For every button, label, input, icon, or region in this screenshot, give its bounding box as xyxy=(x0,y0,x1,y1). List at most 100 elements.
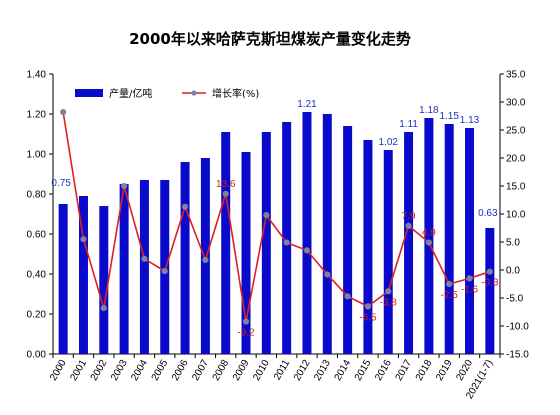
bar xyxy=(139,180,149,354)
growth-line xyxy=(62,111,491,322)
x-tick-label: 2020 xyxy=(454,358,475,383)
x-tick-label: 2000 xyxy=(48,358,69,383)
x-tick-label: 2015 xyxy=(353,358,374,383)
bar xyxy=(99,206,109,354)
x-tick-label: 2005 xyxy=(150,358,171,383)
right-tick-label: 35.0 xyxy=(506,70,526,81)
growth-point xyxy=(121,182,128,190)
growth-point xyxy=(263,212,270,219)
legend-label-production: 产量/亿吨 xyxy=(109,87,152,100)
x-tick-label: 2019 xyxy=(434,358,455,383)
bar xyxy=(282,122,292,354)
growth-point xyxy=(141,255,148,262)
data-labels-group: 0.75 1.21 1.021.111.181.15 1.13 0.63 13.6 -9.2… xyxy=(51,99,498,339)
growth-point xyxy=(80,236,87,243)
bar xyxy=(404,132,414,354)
left-tick-label: 0.80 xyxy=(27,190,47,201)
x-tick-label: 2003 xyxy=(109,358,130,383)
growth-point xyxy=(242,318,250,325)
bar-value-label: 0.75 xyxy=(51,178,71,189)
growth-point xyxy=(425,239,432,246)
bar xyxy=(180,162,190,354)
growth-point xyxy=(344,293,351,300)
growth-point xyxy=(181,203,189,210)
left-tick-label: 0.60 xyxy=(27,230,47,241)
right-tick-label: 0.0 xyxy=(506,266,520,277)
x-tick-label: 2001 xyxy=(68,358,89,383)
growth-value-label: -2.5 xyxy=(441,290,459,301)
right-tick-label: 15.0 xyxy=(506,182,526,193)
growth-point xyxy=(60,108,67,116)
growth-point xyxy=(202,256,209,264)
left-tick-label: 1.20 xyxy=(27,110,47,121)
right-tick-label: -10.0 xyxy=(506,322,529,333)
bar xyxy=(160,180,170,354)
left-tick-label: 1.40 xyxy=(27,70,47,81)
x-tick-label: 2016 xyxy=(373,358,394,383)
bar-value-label: 1.13 xyxy=(460,115,480,126)
growth-point xyxy=(405,222,412,229)
right-tick-label: 10.0 xyxy=(506,210,526,221)
left-tick-label: 0.20 xyxy=(27,310,47,321)
x-tick-label: 2017 xyxy=(394,358,415,383)
bar xyxy=(302,112,312,354)
x-tick-label: 2013 xyxy=(312,358,333,383)
legend-label-growth: 增长率(%) xyxy=(212,87,259,100)
growth-point xyxy=(486,268,493,275)
x-tick-label: 2004 xyxy=(129,358,150,383)
left-tick-label: 1.00 xyxy=(27,150,47,161)
bar-value-label: 1.02 xyxy=(379,137,399,148)
right-tick-label: -15.0 xyxy=(506,350,529,361)
growth-point xyxy=(364,303,372,310)
right-tick-label: 5.0 xyxy=(506,238,520,249)
bar xyxy=(383,150,393,354)
bar xyxy=(221,132,231,354)
x-tick-label: 2012 xyxy=(292,358,313,383)
growth-point xyxy=(161,268,168,275)
chart-title: 2000年以来哈萨克斯坦煤炭产量变化走势 xyxy=(129,30,411,48)
bar xyxy=(363,140,373,354)
bars-group xyxy=(58,112,495,354)
growth-value-label: 7.9 xyxy=(402,211,416,222)
growth-value-label: 13.6 xyxy=(216,179,236,190)
x-tick-label: 2014 xyxy=(333,358,354,383)
growth-point xyxy=(222,190,229,197)
bar xyxy=(261,132,271,354)
growth-point xyxy=(283,239,290,246)
right-tick-label: -5.0 xyxy=(506,294,524,305)
growth-point xyxy=(100,304,107,312)
x-tick-label: 2007 xyxy=(190,358,211,383)
bar xyxy=(200,158,210,354)
growth-line-group xyxy=(60,108,493,325)
x-tick-label: 2002 xyxy=(89,358,110,383)
growth-point xyxy=(385,288,392,295)
bar xyxy=(343,126,353,354)
growth-value-label: -9.2 xyxy=(237,328,255,339)
bar xyxy=(58,204,68,354)
growth-value-label: -3.8 xyxy=(380,297,398,308)
bar-value-label: 1.11 xyxy=(399,119,418,130)
x-tick-label: 2006 xyxy=(170,358,191,383)
x-tick-label: 2010 xyxy=(251,358,272,383)
x-tick-label: 2008 xyxy=(211,358,232,383)
left-tick-label: 0.00 xyxy=(27,350,47,361)
growth-point xyxy=(466,275,473,282)
x-tick-label: 2009 xyxy=(231,358,252,383)
legend-swatch-production xyxy=(75,89,103,97)
growth-point xyxy=(303,247,311,254)
x-tick-label: 2011 xyxy=(272,358,292,383)
bar xyxy=(424,118,434,354)
growth-value-label: 4.9 xyxy=(422,228,436,239)
bar-value-label: 1.21 xyxy=(297,99,317,110)
growth-value-label: -1.6 xyxy=(461,284,479,295)
bar-value-label: 1.18 xyxy=(419,105,439,116)
left-tick-label: 0.40 xyxy=(27,270,47,281)
bar xyxy=(78,196,88,354)
x-tick-label: 2018 xyxy=(414,358,435,383)
right-tick-label: 20.0 xyxy=(506,154,526,165)
right-tick-label: 30.0 xyxy=(506,98,526,109)
bar-value-label: 0.63 xyxy=(478,208,498,219)
legend: 产量/亿吨 增长率(%) xyxy=(75,87,259,100)
legend-marker-growth xyxy=(191,90,197,96)
growth-value-label: -6.5 xyxy=(359,312,377,323)
